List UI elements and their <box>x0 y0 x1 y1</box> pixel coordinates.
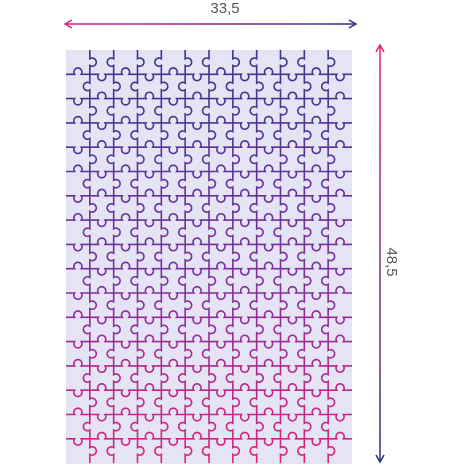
piece-edge <box>106 50 121 464</box>
piece-edge <box>225 50 241 464</box>
piece-edge <box>273 50 288 464</box>
piece-edge <box>177 50 193 464</box>
piece-edge <box>82 50 98 464</box>
height-label: 48,5 <box>383 247 400 276</box>
arrow-head <box>63 19 73 29</box>
piece-edge <box>320 50 336 464</box>
puzzle-board <box>66 50 352 469</box>
piece-edge <box>154 50 169 464</box>
arrow-head <box>375 43 385 53</box>
piece-edge <box>130 50 145 464</box>
piece-edge <box>201 50 217 464</box>
piece-edge <box>249 50 264 464</box>
width-label: 33,5 <box>210 0 239 17</box>
arrow-head <box>375 454 385 464</box>
piece-edge <box>297 50 312 464</box>
arrow-head <box>348 19 358 29</box>
puzzle-pieces <box>66 50 352 464</box>
